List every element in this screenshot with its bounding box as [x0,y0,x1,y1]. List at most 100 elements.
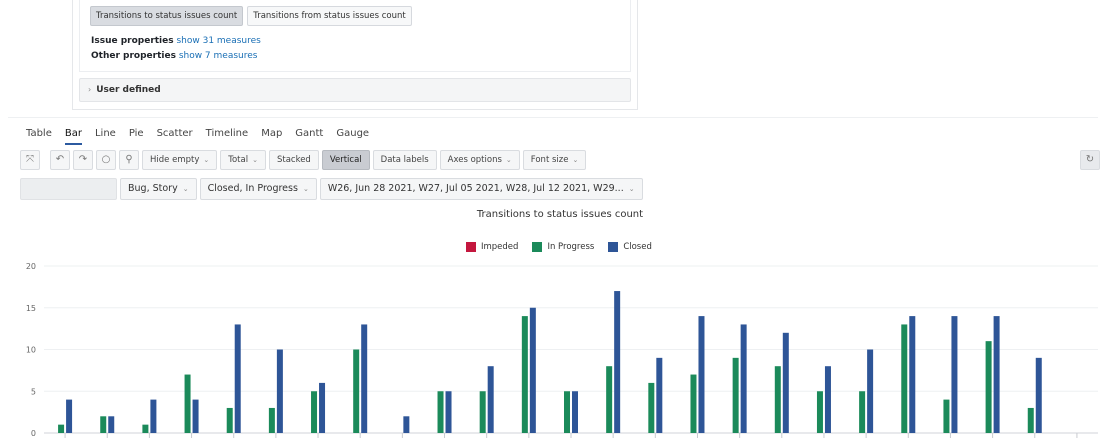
measures-panel: Transitions to status issues count Trans… [72,0,638,110]
measure-transitions-from-button[interactable]: Transitions from status issues count [247,6,412,26]
chart-type-tabs: Table Bar Line Pie Scatter Timeline Map … [26,128,382,145]
bar [824,366,831,433]
vertical-button[interactable]: Vertical [321,150,370,170]
bar [276,349,283,433]
user-defined-label: User defined [96,85,161,95]
tab-gantt[interactable]: Gantt [295,128,324,139]
bar [993,316,1000,433]
show-other-measures-link[interactable]: show 7 measures [178,51,258,61]
y-tick-label: 5 [31,387,36,396]
bar [867,349,874,433]
filter-placeholder[interactable] [20,178,117,200]
comment-icon[interactable]: ○ [96,150,116,170]
tab-gauge[interactable]: Gauge [336,128,370,139]
issue-properties-row: Issue properties show 31 measures [91,36,261,46]
weeks-filter[interactable]: W26, Jun 28 2021, W27, Jul 05 2021, W28,… [319,178,643,200]
fullscreen-icon[interactable]: ⤧ [20,150,40,170]
chart-title: Transitions to status issues count [476,209,644,220]
redo-icon[interactable]: ↷ [73,150,93,170]
bar [150,399,157,433]
legend-item-closed[interactable]: Closed [608,242,652,252]
legend-item-impeded[interactable]: Impeded [466,242,518,252]
status-filter[interactable]: Closed, In Progress ⌄ [199,178,317,200]
divider [8,117,1098,118]
refresh-icon[interactable]: ↻ [1080,150,1100,170]
y-tick-label: 20 [26,262,36,271]
bar [732,357,739,433]
y-tick-label: 10 [26,346,36,355]
selected-measures: Transitions to status issues count Trans… [90,6,412,26]
bar [859,391,866,433]
bar [943,399,950,433]
bar [100,416,107,433]
total-dropdown[interactable]: Total ⌄ [220,150,266,170]
other-properties-label: Other properties [91,51,176,61]
font-size-dropdown[interactable]: Font size ⌄ [522,150,587,170]
hide-empty-label: Hide empty [150,155,200,165]
page-filters: Bug, Story ⌄ Closed, In Progress ⌄ W26, Ju… [20,178,643,200]
bar [1035,357,1042,433]
hide-empty-dropdown[interactable]: Hide empty ⌄ [142,150,218,170]
legend-swatch [532,242,543,252]
measure-transitions-to-button[interactable]: Transitions to status issues count [90,6,244,26]
tab-pie[interactable]: Pie [128,128,144,139]
chevron-down-icon: ⌄ [252,156,258,164]
bar [606,366,613,433]
axes-options-label: Axes options [447,155,502,165]
chevron-down-icon: ⌄ [302,185,309,193]
font-size-label: Font size [530,155,569,165]
bar [226,407,233,433]
issue-type-filter-value: Bug, Story [128,183,178,194]
legend-swatch [608,242,619,252]
total-label: Total [228,155,249,165]
bar [437,391,444,433]
y-tick-label: 0 [31,429,36,438]
tab-table[interactable]: Table [26,128,52,139]
bar [690,374,697,433]
bar [564,391,570,433]
bar [648,382,655,433]
bar [985,341,992,433]
legend-swatch [466,242,476,252]
bar [774,366,781,433]
chart-toolbar: ⤧ ↶ ↷ ○ ⚲ Hide empty ⌄ Total ⌄ Stacked Ver… [20,150,587,170]
data-labels-button[interactable]: Data labels [372,150,437,170]
bar [445,391,452,433]
legend-label: In Progress [547,242,595,252]
legend-label: Impeded [481,242,519,252]
tab-scatter[interactable]: Scatter [156,128,193,139]
chevron-right-icon: › [88,85,92,94]
bar [108,416,115,433]
tab-map[interactable]: Map [261,128,283,139]
tab-bar[interactable]: Bar [64,128,82,145]
bar [614,291,621,433]
show-issue-measures-link[interactable]: show 31 measures [176,36,261,46]
bar [268,407,275,433]
issue-properties-label: Issue properties [91,36,174,46]
bar [698,316,705,433]
chevron-down-icon: ⌄ [505,156,512,164]
tab-line[interactable]: Line [94,128,116,139]
pin-icon[interactable]: ⚲ [119,150,139,170]
undo-icon[interactable]: ↶ [50,150,70,170]
bar [740,324,747,433]
legend-item-in-progress[interactable]: In Progress [532,242,594,252]
bar [782,332,789,433]
chevron-down-icon: ⌄ [203,156,210,164]
bar [529,307,536,433]
bar [142,424,149,433]
bar [58,424,65,433]
bar [951,316,958,433]
status-filter-value: Closed, In Progress [207,183,298,194]
bar [184,374,191,433]
user-defined-section[interactable]: › User defined [79,78,631,102]
legend-label: Closed [623,242,652,252]
bar [479,391,486,433]
tab-timeline[interactable]: Timeline [205,128,249,139]
axes-options-dropdown[interactable]: Axes options ⌄ [439,150,520,170]
issue-type-filter[interactable]: Bug, Story ⌄ [120,178,197,200]
bar [487,366,494,433]
bar [361,324,368,433]
bar [656,357,663,433]
stacked-button[interactable]: Stacked [268,150,319,170]
